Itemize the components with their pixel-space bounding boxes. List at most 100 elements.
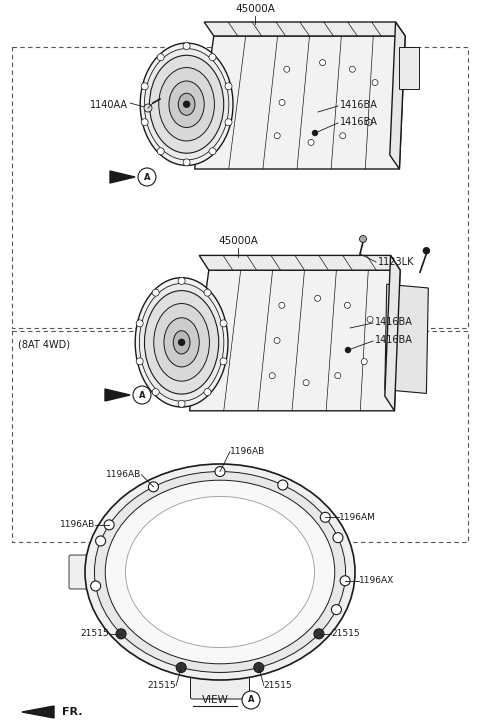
Text: FR.: FR.	[62, 707, 83, 717]
Circle shape	[314, 296, 321, 301]
Circle shape	[367, 317, 373, 323]
Circle shape	[152, 389, 159, 395]
Ellipse shape	[140, 43, 233, 165]
Text: 1196AM: 1196AM	[339, 513, 376, 522]
Circle shape	[178, 400, 185, 407]
FancyBboxPatch shape	[399, 47, 419, 90]
Text: 1416BA: 1416BA	[340, 117, 378, 127]
Circle shape	[157, 54, 164, 60]
Circle shape	[320, 513, 330, 522]
Circle shape	[204, 289, 211, 296]
Text: A: A	[139, 390, 145, 400]
Circle shape	[331, 605, 341, 614]
Circle shape	[225, 119, 232, 126]
Circle shape	[220, 358, 227, 365]
Ellipse shape	[159, 68, 215, 141]
Circle shape	[104, 520, 114, 530]
Text: A: A	[248, 695, 254, 705]
Ellipse shape	[95, 472, 346, 673]
Circle shape	[274, 132, 280, 139]
Circle shape	[183, 101, 190, 107]
Circle shape	[116, 629, 126, 639]
Circle shape	[335, 373, 341, 379]
Circle shape	[254, 662, 264, 673]
Text: 1196AB: 1196AB	[60, 521, 95, 529]
Bar	[12, 47, 468, 328]
Polygon shape	[22, 706, 54, 718]
Circle shape	[179, 339, 185, 345]
Text: 1140AA: 1140AA	[90, 100, 128, 110]
Circle shape	[340, 132, 346, 139]
Circle shape	[314, 629, 324, 639]
Circle shape	[148, 482, 158, 492]
Circle shape	[344, 302, 350, 309]
Circle shape	[152, 289, 159, 296]
Circle shape	[366, 119, 372, 125]
Circle shape	[349, 66, 355, 72]
Circle shape	[333, 533, 343, 542]
Ellipse shape	[154, 304, 209, 381]
Circle shape	[209, 54, 216, 60]
Circle shape	[215, 467, 225, 477]
Text: 1416BA: 1416BA	[375, 317, 413, 327]
Text: 21515: 21515	[264, 681, 292, 690]
Circle shape	[178, 277, 185, 285]
Polygon shape	[199, 256, 400, 270]
Ellipse shape	[178, 93, 195, 115]
Text: A: A	[144, 173, 150, 181]
Ellipse shape	[105, 480, 335, 664]
Ellipse shape	[135, 277, 228, 407]
Circle shape	[204, 389, 211, 395]
Circle shape	[360, 235, 367, 242]
Circle shape	[133, 386, 151, 404]
Polygon shape	[390, 22, 405, 169]
FancyBboxPatch shape	[191, 673, 250, 699]
Circle shape	[346, 347, 350, 352]
Circle shape	[209, 148, 216, 155]
Circle shape	[312, 130, 317, 135]
Text: 1416BA: 1416BA	[340, 100, 378, 110]
Circle shape	[96, 536, 106, 546]
Polygon shape	[385, 256, 400, 411]
Circle shape	[284, 66, 290, 72]
Text: 21515: 21515	[331, 629, 360, 638]
Ellipse shape	[144, 49, 229, 160]
Text: 21515: 21515	[81, 629, 109, 638]
Circle shape	[279, 100, 285, 106]
Text: 1416BA: 1416BA	[375, 335, 413, 345]
Circle shape	[274, 338, 280, 344]
Text: 1123LK: 1123LK	[378, 257, 415, 267]
Polygon shape	[385, 284, 428, 393]
Ellipse shape	[139, 283, 224, 401]
Circle shape	[423, 248, 430, 253]
Ellipse shape	[164, 318, 199, 367]
Bar	[12, 331, 468, 542]
Ellipse shape	[125, 496, 314, 648]
Circle shape	[225, 83, 232, 90]
Circle shape	[91, 581, 101, 591]
Circle shape	[303, 380, 309, 386]
Circle shape	[138, 168, 156, 186]
Circle shape	[308, 139, 314, 146]
Text: 1196AB: 1196AB	[230, 447, 265, 456]
Circle shape	[141, 83, 148, 90]
Circle shape	[183, 43, 190, 50]
Polygon shape	[204, 22, 405, 36]
Polygon shape	[110, 171, 135, 183]
Circle shape	[157, 148, 164, 155]
FancyBboxPatch shape	[69, 555, 95, 589]
Circle shape	[144, 104, 152, 112]
Polygon shape	[194, 36, 405, 169]
Ellipse shape	[149, 55, 224, 153]
Circle shape	[269, 373, 275, 379]
Circle shape	[242, 691, 260, 709]
Polygon shape	[105, 389, 130, 401]
Ellipse shape	[169, 81, 204, 127]
Text: 21515: 21515	[147, 681, 176, 690]
Circle shape	[141, 119, 148, 126]
Ellipse shape	[173, 331, 190, 354]
Text: 45000A: 45000A	[235, 4, 275, 14]
Circle shape	[136, 320, 143, 327]
Ellipse shape	[85, 464, 355, 680]
Circle shape	[136, 358, 143, 365]
